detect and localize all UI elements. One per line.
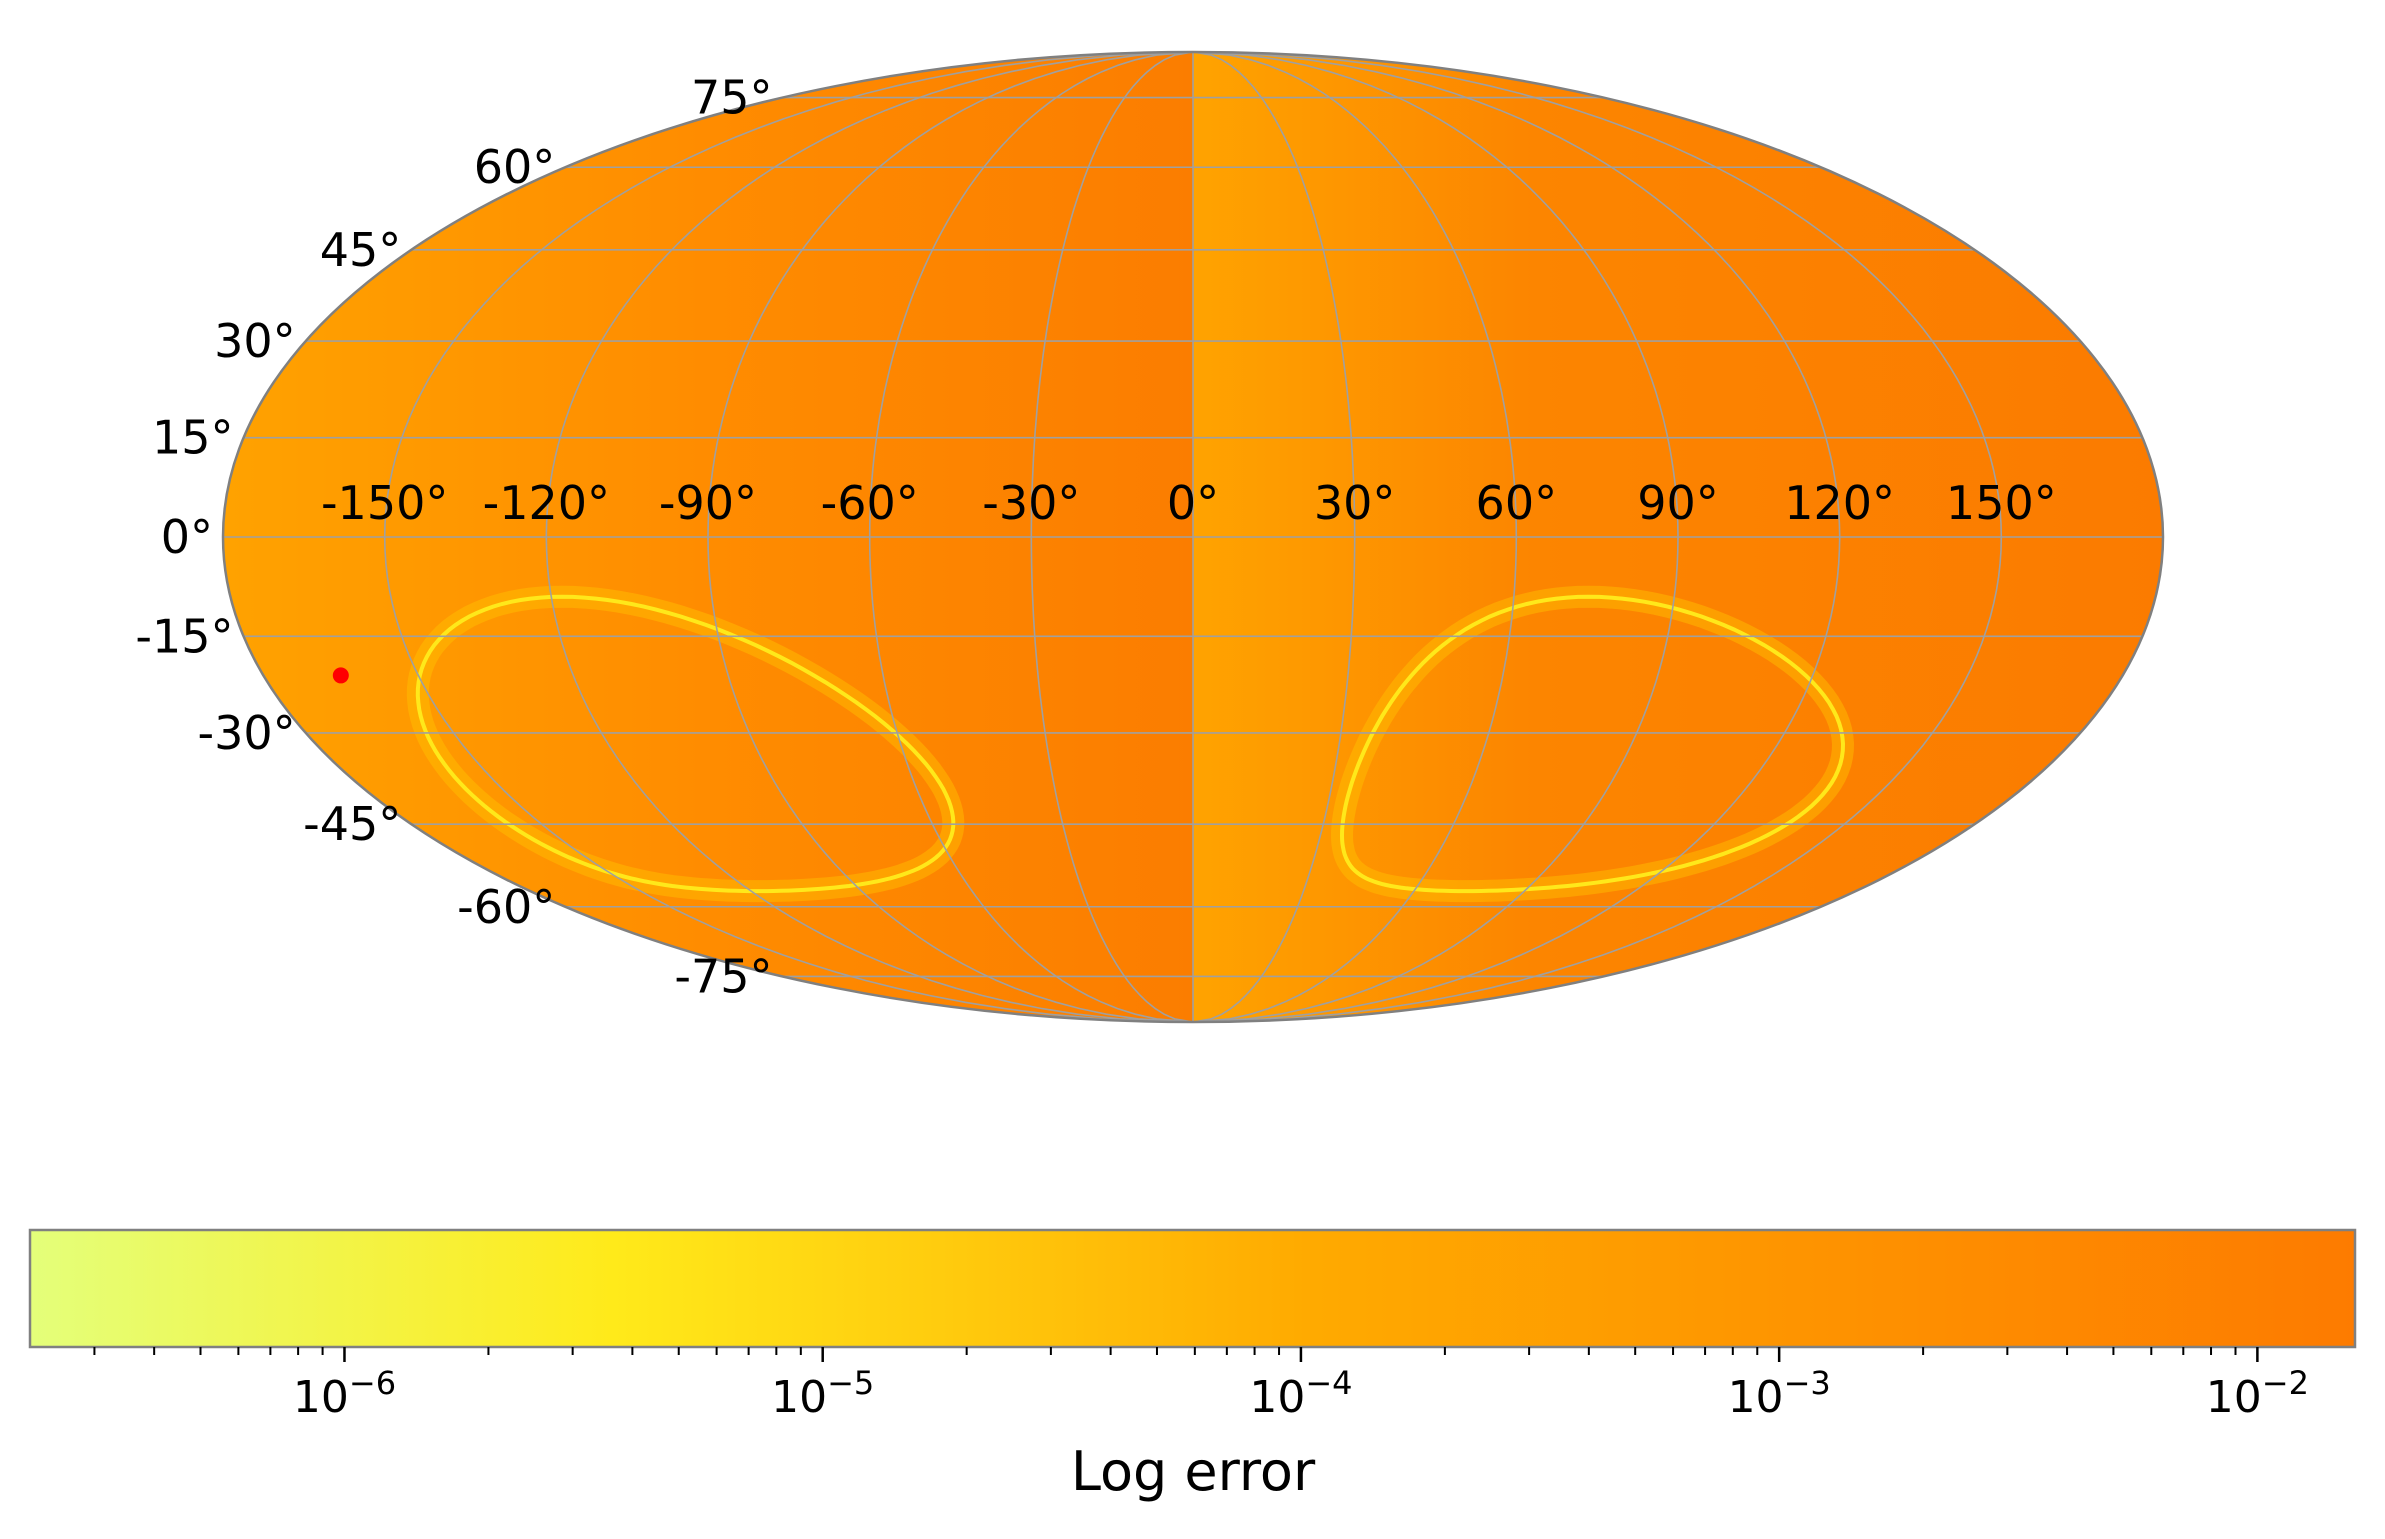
colorbar-tick-label: 10−3 <box>1728 1364 1831 1423</box>
latitude-tick-label: 15° <box>152 411 234 465</box>
axis-labels: -150° -120° -90° -60° -30° 0° 30° 60° 90° 120° 150… <box>135 71 2056 1004</box>
longitude-tick-label: 90° <box>1637 476 1719 530</box>
marked-point <box>332 667 349 684</box>
longitude-tick-label: 0° <box>1167 476 1219 530</box>
longitude-tick-label: -90° <box>659 476 757 530</box>
colorbar-tick-label: 10−5 <box>771 1364 874 1423</box>
latitude-tick-label: 45° <box>320 223 402 277</box>
longitude-tick-label: -60° <box>821 476 919 530</box>
colorbar-tick-label: 10−4 <box>1249 1364 1352 1423</box>
longitude-tick-label: 60° <box>1476 476 1558 530</box>
longitude-tick-label: -150° <box>321 476 448 530</box>
map-boundary <box>221 50 2165 1024</box>
latitude-tick-label: 0° <box>161 510 213 564</box>
colorbar-tick-label: 10−6 <box>293 1364 396 1423</box>
marked-point-layer <box>332 667 349 684</box>
colorbar-tick-label: 10−2 <box>2206 1364 2309 1423</box>
colorbar-label: Log error <box>1071 1440 1316 1503</box>
latitude-tick-label: 60° <box>474 140 556 194</box>
latitude-tick-label: -45° <box>303 797 401 851</box>
latitude-tick-label: -30° <box>198 706 296 760</box>
longitude-tick-label: 30° <box>1314 476 1396 530</box>
colorbar-ticks: 10−6 10−5 10−4 10−3 10−2 <box>93 1347 2309 1423</box>
low-error-contour <box>415 594 956 894</box>
latitude-tick-label: -75° <box>674 949 772 1003</box>
low-error-contour <box>1339 594 1846 894</box>
latitude-tick-label: 30° <box>214 314 296 368</box>
latitude-tick-label: -60° <box>457 880 555 934</box>
longitude-tick-label: -120° <box>483 476 610 530</box>
longitude-tick-label: 120° <box>1784 476 1895 530</box>
latitude-tick-label: 75° <box>691 71 773 125</box>
latitude-tick-label: -15° <box>135 609 233 663</box>
contour-layer <box>406 585 1855 903</box>
graticule <box>223 51 2163 1023</box>
longitude-tick-label: -30° <box>982 476 1080 530</box>
colorbar <box>28 1228 2357 1349</box>
longitude-tick-label: 150° <box>1946 476 2057 530</box>
